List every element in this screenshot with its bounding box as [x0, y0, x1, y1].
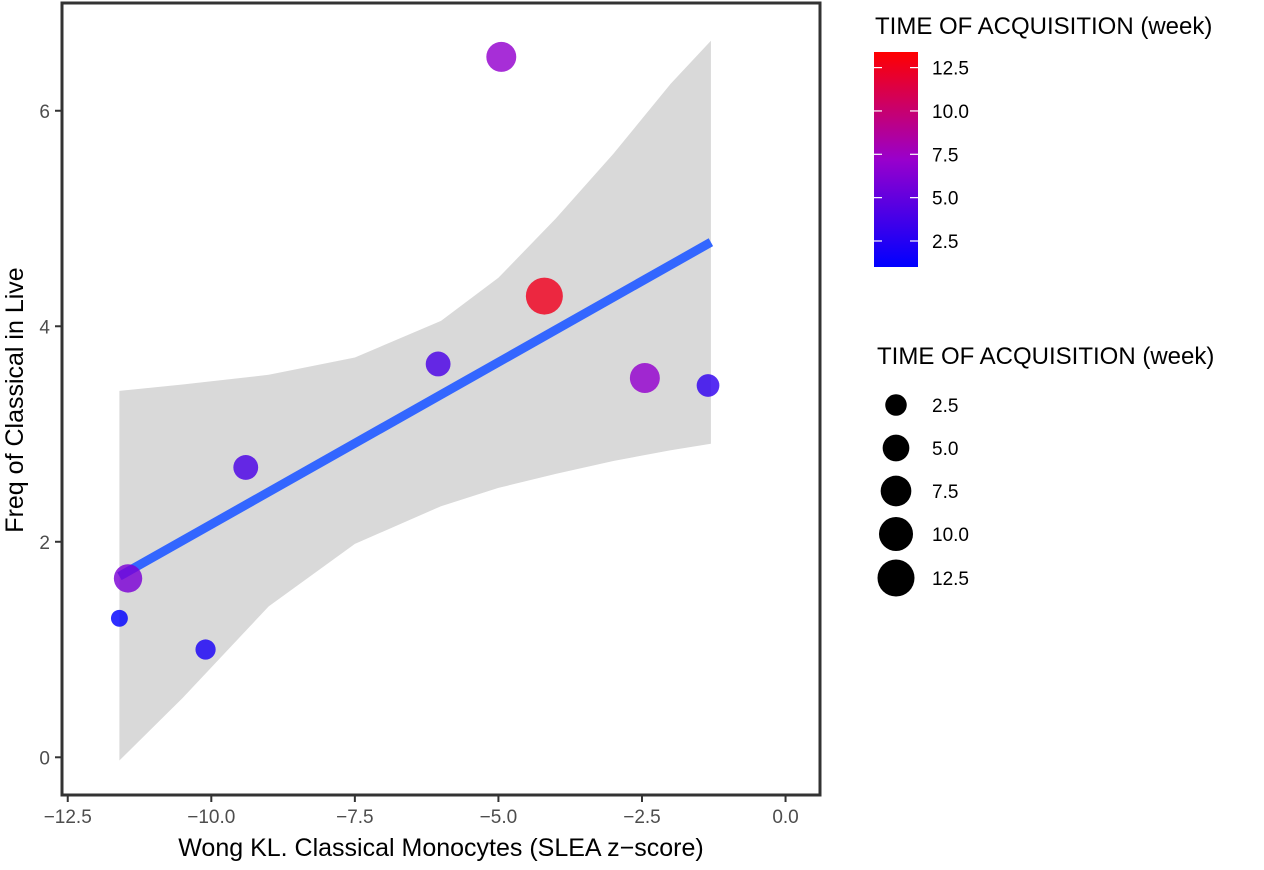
- x-tick-label: −10.0: [187, 807, 235, 828]
- colorbar-ticks: 2.5 5.0 7.5 10.0 12.5: [874, 59, 969, 253]
- data-point: [425, 351, 451, 377]
- color-legend: TIME OF ACQUISITION (week) 2.5 5.0 7.5 10.0…: [874, 13, 1212, 267]
- data-point: [233, 455, 259, 480]
- data-point: [629, 363, 660, 393]
- size-legend-label: 2.5: [932, 396, 958, 417]
- size-legend-key: [878, 516, 914, 552]
- plot-panel: [60, 1, 822, 797]
- data-point: [110, 609, 128, 627]
- y-tick-label: 6: [39, 102, 50, 123]
- data-point: [486, 41, 517, 72]
- colorbar-tick-label: 7.5: [932, 145, 958, 166]
- size-legend: TIME OF ACQUISITION (week) 2.5 5.0 7.5 10.0…: [877, 343, 1214, 597]
- size-legend-label: 5.0: [932, 439, 958, 460]
- size-legend-key: [882, 434, 910, 462]
- size-legend-label: 10.0: [932, 525, 969, 546]
- size-legend-items: 2.5 5.0 7.5 10.0 12.5: [877, 394, 969, 597]
- panel-border: [60, 1, 822, 797]
- size-legend-title: TIME OF ACQUISITION (week): [877, 343, 1214, 370]
- x-tick-label: 0.0: [772, 807, 798, 828]
- size-legend-key: [880, 475, 912, 507]
- confidence-band: [119, 40, 711, 761]
- data-point: [696, 374, 720, 397]
- size-legend-key: [885, 394, 907, 416]
- colorbar-tick-label: 12.5: [932, 59, 969, 80]
- x-axis: −12.5 −10.0 −7.5 −5.0 −2.5 0.0: [44, 796, 799, 828]
- x-tick-label: −7.5: [336, 807, 374, 828]
- x-tick-label: −2.5: [623, 807, 661, 828]
- size-legend-label: 7.5: [932, 482, 958, 503]
- colorbar-tick-label: 5.0: [932, 189, 958, 210]
- x-axis-title: Wong KL. Classical Monocytes (SLEA z−sco…: [178, 834, 703, 862]
- colorbar-tick-label: 2.5: [932, 232, 958, 253]
- data-point: [113, 564, 143, 593]
- y-axis: 0 2 4 6: [39, 102, 61, 769]
- regression-line: [117, 238, 714, 581]
- y-tick-label: 0: [39, 748, 50, 769]
- y-tick-label: 4: [39, 317, 50, 338]
- data-point: [195, 639, 216, 660]
- size-legend-label: 12.5: [932, 569, 969, 590]
- data-point: [525, 277, 563, 315]
- x-tick-label: −12.5: [44, 807, 92, 828]
- colorbar: [874, 52, 918, 267]
- colorbar-tick-label: 10.0: [932, 102, 969, 123]
- y-tick-label: 2: [39, 533, 50, 554]
- size-legend-key: [877, 559, 915, 597]
- y-axis-title: Freq of Classical in Live: [1, 267, 29, 532]
- x-tick-label: −5.0: [480, 807, 518, 828]
- color-legend-title: TIME OF ACQUISITION (week): [875, 13, 1212, 40]
